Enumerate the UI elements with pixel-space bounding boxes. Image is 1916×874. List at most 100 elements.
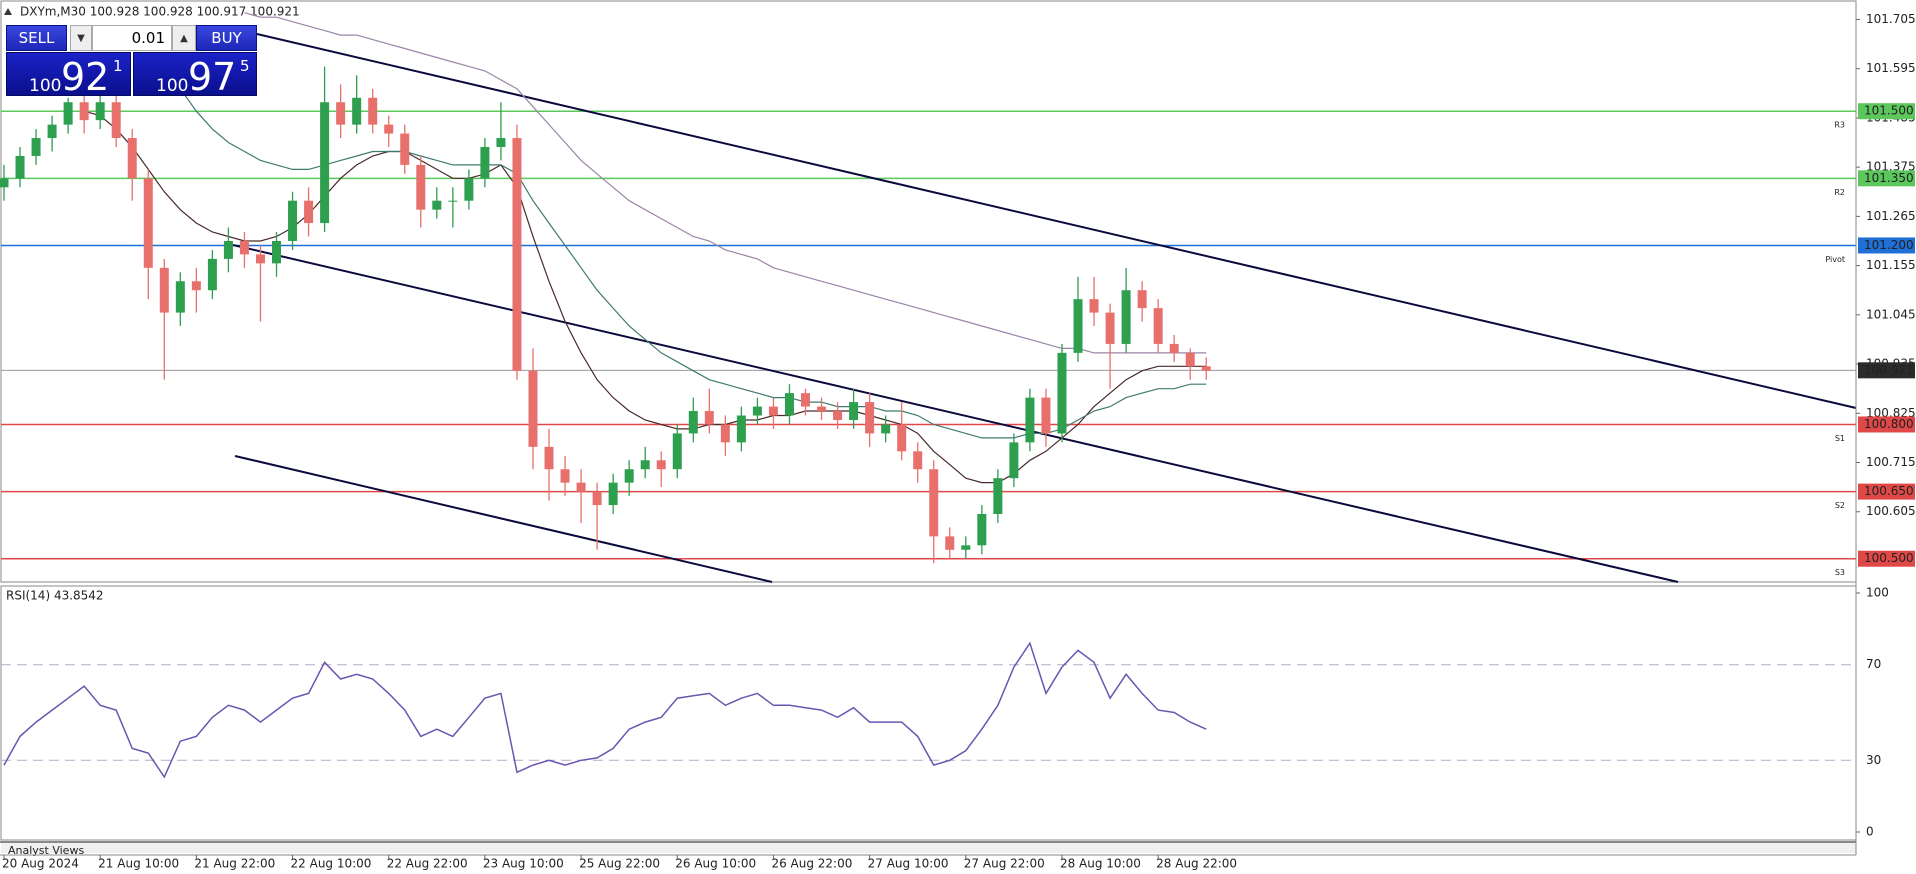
candle-body: [897, 424, 907, 452]
candle-body: [881, 424, 891, 434]
candle-body: [288, 200, 298, 241]
y-tick-label: 100.605: [1866, 504, 1916, 518]
analyst-views: Analyst Views: [8, 844, 84, 857]
candle-body: [1009, 442, 1019, 479]
bid-main: 92: [61, 55, 110, 99]
x-tick-label: 22 Aug 10:00: [291, 857, 372, 871]
candle-body: [945, 536, 955, 550]
candle-body: [416, 164, 426, 210]
candle-body: [239, 240, 249, 255]
candle-body: [159, 267, 169, 313]
candle-body: [801, 393, 810, 407]
ask-price[interactable]: 100 97 5: [133, 52, 257, 99]
candle-body: [111, 102, 121, 139]
candle-body: [191, 281, 201, 291]
candle-body: [817, 406, 827, 412]
candle-body: [784, 393, 794, 416]
candle-body: [272, 240, 282, 264]
level-tag: S3: [1835, 568, 1845, 577]
trendline: [232, 244, 1679, 583]
y-tick-label: 0: [1866, 825, 1874, 839]
bid-big: 100: [29, 76, 62, 96]
candle-body: [1137, 290, 1147, 309]
candle-body: [384, 124, 394, 134]
candle-body: [865, 402, 875, 434]
y-tick-label: 101.705: [1866, 12, 1916, 26]
candle-body: [560, 469, 570, 483]
level-box: [1858, 237, 1915, 254]
level-box: [1858, 103, 1915, 120]
level-tag: S1: [1835, 434, 1845, 443]
bid-price[interactable]: 100 92 1: [6, 52, 131, 99]
trendline: [256, 33, 1857, 409]
x-tick-label: 21 Aug 10:00: [98, 857, 179, 871]
candle-body: [255, 254, 265, 264]
candle-body: [304, 200, 314, 224]
buy-button[interactable]: BUY: [196, 25, 257, 51]
candle-body: [496, 138, 506, 147]
x-tick-label: 26 Aug 10:00: [675, 857, 756, 871]
candle-body: [127, 138, 137, 179]
candle-body: [464, 178, 474, 201]
candle-body: [207, 258, 217, 291]
level-box: [1858, 170, 1915, 187]
level-label: 101.350: [1864, 171, 1914, 185]
candle-body: [1169, 343, 1179, 353]
candle-body: [1073, 299, 1083, 353]
analyst-strip: [1, 843, 1856, 853]
ask-main: 97: [188, 55, 237, 99]
level-tag: R2: [1834, 188, 1845, 197]
candle-body: [656, 460, 666, 470]
candle-body: [833, 411, 843, 420]
candle-body: [143, 178, 153, 268]
candle-body: [624, 469, 634, 483]
level-label: 101.500: [1864, 104, 1914, 118]
candle-body: [576, 482, 586, 492]
level-box: [1858, 483, 1915, 500]
x-tick-label: 27 Aug 10:00: [868, 857, 949, 871]
x-tick-label: 28 Aug 22:00: [1156, 857, 1237, 871]
candle-body: [977, 513, 987, 546]
candle-body: [1025, 397, 1035, 443]
sell-button[interactable]: SELL: [6, 25, 67, 51]
candle-body: [432, 200, 442, 210]
price-panel: [0, 0, 1857, 583]
candle-body: [47, 124, 57, 139]
candle-body: [175, 281, 185, 313]
candle-body: [352, 97, 362, 125]
candle-body: [0, 178, 9, 188]
candle-body: [544, 446, 554, 470]
candle-body: [672, 433, 682, 470]
y-tick-label: 100.825: [1866, 406, 1916, 420]
x-tick-label: 22 Aug 22:00: [387, 857, 468, 871]
collapse-icon[interactable]: [4, 8, 12, 15]
candle-body: [1041, 397, 1051, 434]
trendline: [234, 455, 773, 583]
y-tick-label: 101.375: [1866, 160, 1916, 174]
volume-up[interactable]: ▲: [172, 25, 196, 51]
level-label: 101.200: [1864, 238, 1914, 252]
candle-body: [736, 415, 746, 443]
candle-body: [368, 97, 378, 125]
candle-body: [1089, 299, 1099, 313]
moving-average: [179, 88, 1207, 439]
x-tick-label: 25 Aug 22:00: [579, 857, 660, 871]
volume-down[interactable]: ▼: [70, 25, 92, 51]
y-tick-label: 101.045: [1866, 307, 1916, 321]
candle-body: [768, 406, 778, 416]
level-label: 100.500: [1864, 551, 1914, 565]
candle-body: [752, 406, 762, 416]
trendlines: [232, 33, 1857, 583]
y-tick-label: 100.715: [1866, 455, 1916, 469]
y-tick-label: 70: [1866, 657, 1881, 671]
candle-body: [849, 402, 859, 420]
y-tick-label: 30: [1866, 753, 1881, 767]
candle-body: [512, 138, 522, 371]
candle-body: [15, 155, 25, 179]
candle-body: [704, 411, 714, 425]
candle-body: [1201, 366, 1211, 371]
volume-input[interactable]: 0.01: [92, 25, 172, 51]
last-price-box: [1858, 362, 1915, 379]
level-label: 100.800: [1864, 417, 1914, 431]
x-tick-label: 23 Aug 10:00: [483, 857, 564, 871]
